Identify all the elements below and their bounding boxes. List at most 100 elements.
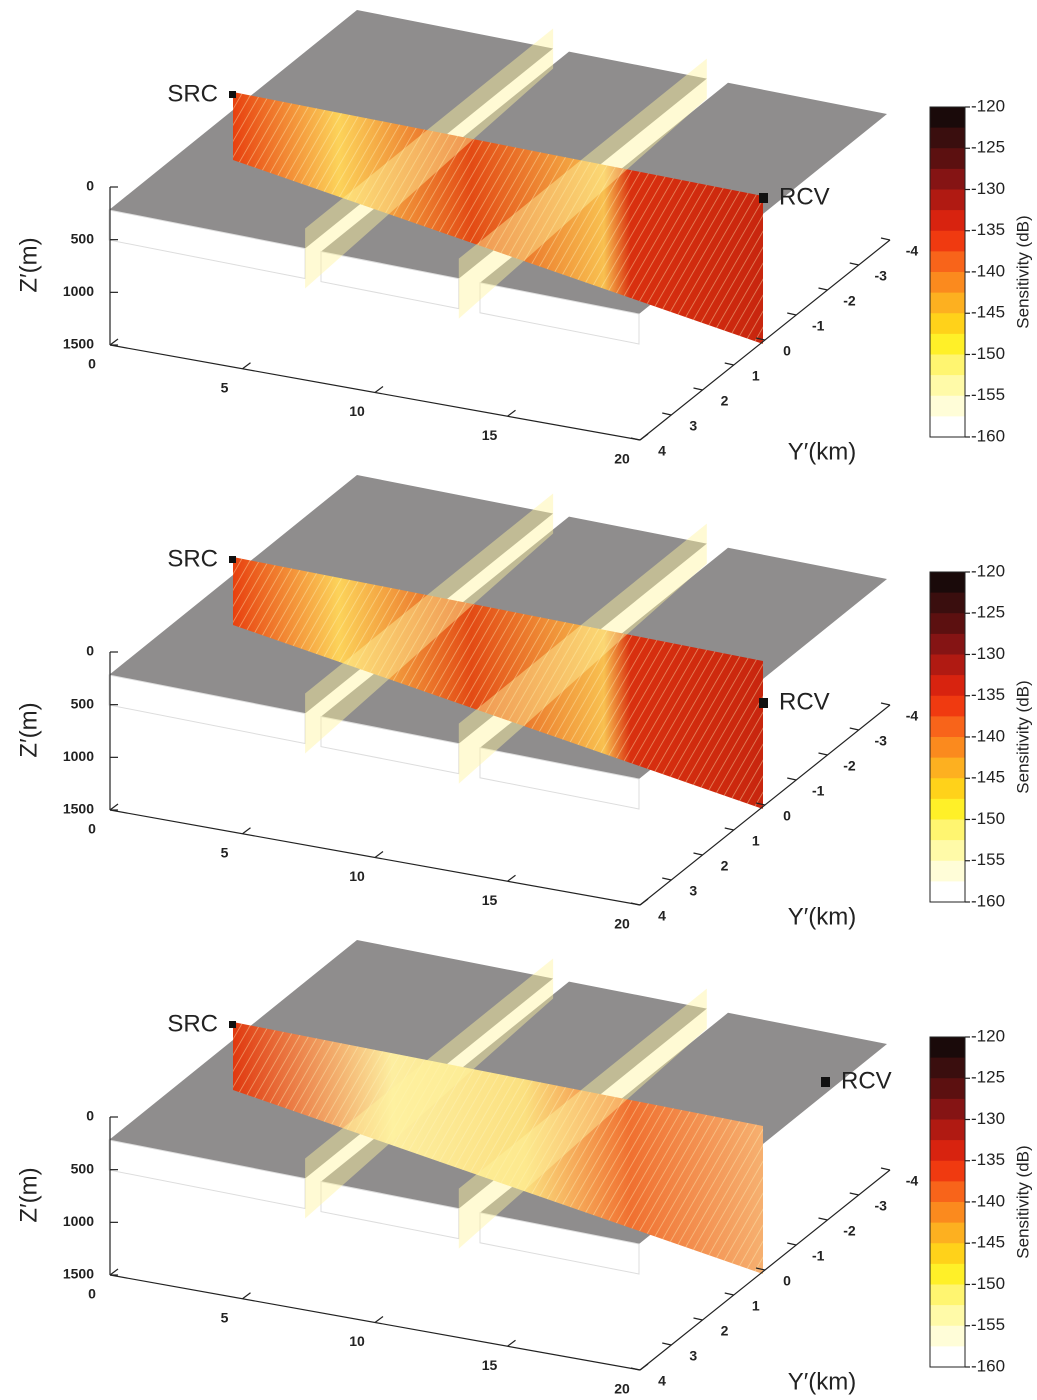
colorbar-swatch bbox=[930, 592, 965, 614]
z-tick-label: 1500 bbox=[63, 1266, 94, 1282]
y-tick-label: -4 bbox=[906, 708, 919, 724]
colorbar-tick-label: -135 bbox=[971, 1150, 1005, 1169]
colorbar-tick-label: -160 bbox=[971, 891, 1005, 910]
x-tick-label: 0 bbox=[88, 356, 96, 372]
y-tick-label: -1 bbox=[812, 783, 825, 799]
colorbar-swatch bbox=[930, 840, 965, 862]
colorbar-swatch bbox=[930, 1057, 965, 1079]
z-tick-label: 1000 bbox=[63, 1213, 94, 1229]
slice-texture bbox=[233, 92, 763, 344]
colorbar-tick-label: -120 bbox=[971, 96, 1005, 115]
z-tick-label: 1500 bbox=[63, 336, 94, 352]
panel: 0 500 1000 1500 Z′(m) 0 5 10 15 20 -4 -3 -2 -1 0 1 2 3 4 Y′… bbox=[15, 475, 1032, 932]
x-tick bbox=[109, 1268, 119, 1276]
z-tick-label: 0 bbox=[86, 643, 94, 659]
slice-texture bbox=[233, 557, 763, 809]
colorbar-swatch bbox=[930, 654, 965, 676]
colorbar-swatch bbox=[930, 1181, 965, 1203]
y-tick bbox=[755, 337, 766, 341]
seafloor-face bbox=[479, 282, 640, 345]
y-tick-label: -2 bbox=[843, 293, 856, 309]
x-tick-label: 10 bbox=[349, 1333, 365, 1349]
x-tick-label: 5 bbox=[221, 379, 229, 395]
panel: 0 500 1000 1500 Z′(m) 0 5 10 15 20 -4 -3 -2 -1 0 1 2 3 4 Y′… bbox=[15, 940, 1032, 1397]
x-tick bbox=[109, 803, 119, 811]
colorbar-tick-label: -155 bbox=[971, 850, 1005, 869]
x-tick bbox=[242, 362, 251, 370]
colorbar-swatch bbox=[930, 375, 965, 397]
seafloor-face bbox=[108, 674, 306, 745]
y-tick bbox=[787, 777, 797, 781]
colorbar-tick-label: -140 bbox=[971, 1191, 1005, 1210]
x-tick bbox=[242, 1292, 251, 1300]
y-axis-label: Y′(km) bbox=[788, 438, 856, 465]
y-tick bbox=[630, 437, 641, 441]
colorbar-swatch bbox=[930, 695, 965, 717]
y-tick-label: -2 bbox=[843, 1223, 856, 1239]
y-tick-label: 2 bbox=[721, 393, 729, 409]
z-tick-label: 1000 bbox=[63, 283, 94, 299]
cross-slice bbox=[458, 523, 707, 784]
colorbar-swatch bbox=[930, 1346, 965, 1368]
colorbar-swatch bbox=[930, 189, 965, 211]
colorbar-swatch bbox=[930, 633, 965, 655]
y-tick-label: 0 bbox=[783, 1273, 791, 1289]
colorbar-swatch bbox=[930, 1305, 965, 1327]
y-tick-label: 1 bbox=[752, 1298, 760, 1314]
colorbar-tick-label: -130 bbox=[971, 1109, 1005, 1128]
x-tick bbox=[507, 1339, 516, 1347]
z-axis-label: Z′(m) bbox=[15, 237, 42, 292]
colorbar-swatch bbox=[930, 230, 965, 252]
colorbar-tick-label: -135 bbox=[971, 685, 1005, 704]
z-tick-label: 1000 bbox=[63, 748, 94, 764]
y-tick-label: 1 bbox=[752, 833, 760, 849]
colorbar-swatch bbox=[930, 1140, 965, 1162]
slice-texture bbox=[233, 1022, 763, 1274]
colorbar-tick-label: -155 bbox=[971, 1315, 1005, 1334]
colorbar-tick-label: -155 bbox=[971, 385, 1005, 404]
colorbar-tick-label: -140 bbox=[971, 261, 1005, 280]
seafloor-face bbox=[320, 250, 460, 310]
x-tick-label: 20 bbox=[614, 1381, 630, 1397]
colorbar-swatch bbox=[930, 1202, 965, 1224]
y-tick-label: -1 bbox=[812, 318, 825, 334]
colorbar-swatch bbox=[930, 272, 965, 294]
colorbar-tick-label: -160 bbox=[971, 1356, 1005, 1375]
y-axis-label: Y′(km) bbox=[788, 903, 856, 930]
colorbar-tick-label: -120 bbox=[971, 1026, 1005, 1045]
y-tick bbox=[662, 877, 672, 881]
seafloor-face bbox=[479, 1212, 640, 1275]
colorbar-swatch bbox=[930, 613, 965, 635]
rcv-marker bbox=[759, 193, 768, 203]
rcv-label: RCV bbox=[779, 688, 830, 715]
x-tick bbox=[109, 338, 119, 346]
rcv-marker bbox=[821, 1077, 830, 1087]
colorbar-swatch bbox=[930, 798, 965, 820]
z-tick-label: 1500 bbox=[63, 801, 94, 817]
y-tick-label: -3 bbox=[875, 733, 888, 749]
colorbar-swatch bbox=[930, 292, 965, 314]
y-tick-label: 4 bbox=[658, 1373, 666, 1389]
y-tick bbox=[880, 702, 891, 706]
colorbar-tick-label: -120 bbox=[971, 561, 1005, 580]
y-axis-label: Y′(km) bbox=[788, 1368, 856, 1395]
seafloor-face bbox=[320, 715, 460, 775]
colorbar-swatch bbox=[930, 313, 965, 335]
y-tick-label: -3 bbox=[875, 1198, 888, 1214]
y-tick-label: 3 bbox=[689, 1348, 697, 1364]
y-tick-label: 2 bbox=[721, 858, 729, 874]
colorbar-swatch bbox=[930, 860, 965, 882]
rcv-label: RCV bbox=[841, 1067, 892, 1094]
colorbar-swatch bbox=[930, 737, 965, 759]
colorbar-swatch bbox=[930, 1160, 965, 1182]
colorbar-tick-label: -145 bbox=[971, 1233, 1005, 1252]
y-tick-label: 0 bbox=[783, 808, 791, 824]
x-tick-label: 15 bbox=[482, 892, 498, 908]
seafloor-face bbox=[320, 1180, 460, 1240]
y-tick-label: 2 bbox=[721, 1323, 729, 1339]
colorbar-tick-label: -160 bbox=[971, 426, 1005, 445]
colorbar-label: Sensitivity (dB) bbox=[1013, 1145, 1032, 1258]
y-tick bbox=[755, 802, 766, 806]
colorbar-swatch bbox=[930, 1284, 965, 1306]
cross-slice bbox=[305, 28, 554, 289]
